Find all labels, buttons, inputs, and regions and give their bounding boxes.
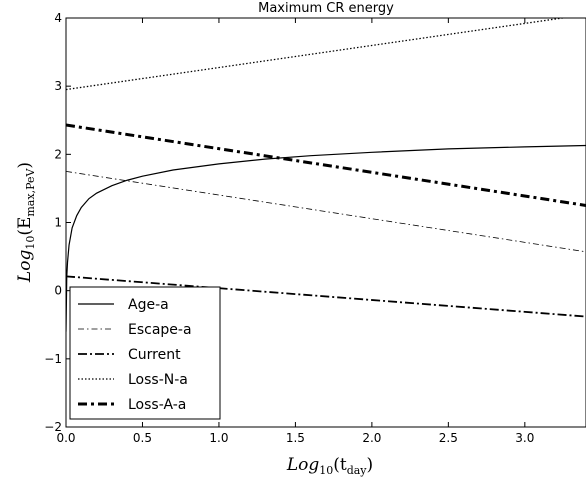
x-axis-ticks: 0.0 0.5 1.0 1.5 2.0 2.5 3.0 — [56, 18, 534, 445]
legend-box — [69, 286, 221, 420]
series-line-current — [66, 275, 586, 318]
x-tick-label: 2.0 — [362, 431, 381, 445]
series-line-age-a — [66, 144, 586, 332]
y-tick-label: 1 — [54, 216, 62, 230]
y-axis-label: Log10(Emax,PeV) — [15, 162, 37, 283]
legend-label-loss-n-a: Loss-N-a — [128, 372, 188, 388]
series-line-escape-a — [66, 170, 586, 253]
x-tick-label: 1.5 — [286, 431, 305, 445]
x-axis-label: Log10(tday) — [286, 455, 373, 477]
x-tick-label: 0.0 — [56, 431, 75, 445]
series-line-loss-n-a — [66, 18, 567, 91]
y-tick-label: 3 — [54, 79, 62, 93]
y-tick-label: −2 — [44, 420, 62, 434]
x-tick-label: 1.0 — [209, 431, 228, 445]
y-axis-ticks: −2 −1 0 1 2 3 4 — [44, 11, 71, 434]
y-tick-label: −1 — [44, 352, 62, 366]
y-tick-label: 0 — [54, 284, 62, 298]
chart-title: Maximum CR energy — [258, 1, 394, 16]
legend-label-escape-a: Escape-a — [128, 322, 192, 338]
legend-label-age-a: Age-a — [128, 297, 169, 313]
x-tick-label: 2.5 — [439, 431, 458, 445]
series-layer — [66, 18, 586, 332]
x-tick-label: 3.0 — [515, 431, 534, 445]
x-tick-label: 0.5 — [133, 431, 152, 445]
legend: Age-a Escape-a Current Loss-N-a Loss-A-a — [69, 286, 221, 420]
legend-label-current: Current — [128, 347, 181, 363]
y-tick-label: 2 — [54, 147, 62, 161]
y-tick-label: 4 — [54, 11, 62, 25]
series-line-loss-a-a — [66, 123, 586, 207]
legend-label-loss-a-a: Loss-A-a — [128, 397, 186, 413]
